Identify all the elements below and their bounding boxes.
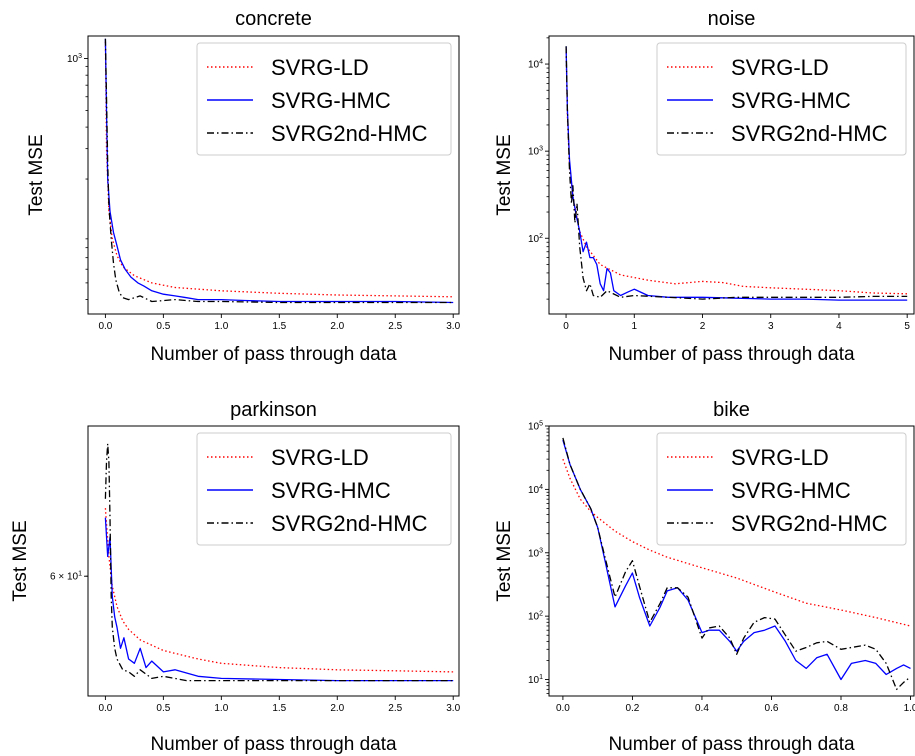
legend-entry: SVRG-LD [271, 445, 369, 470]
y-tick-label: 101 [528, 674, 543, 686]
legend-entry: SVRG2nd-HMC [271, 511, 428, 536]
x-tick-label: 0.2 [625, 703, 639, 714]
series-line-svrg2nd-hmc [565, 46, 908, 300]
legend: SVRG-LD SVRG-HMC SVRG2nd-HMC [196, 42, 452, 156]
plot-frame [87, 425, 460, 697]
legend-box [196, 42, 452, 156]
y-tick-label: 105 [528, 421, 543, 433]
chart-panel-concrete: 103 0.0 0.5 1.0 1.5 2.0 2.5 3.0 concrete Number o… [26, 8, 461, 365]
legend-entry: SVRG-HMC [271, 88, 391, 113]
legend-entry: SVRG2nd-HMC [731, 121, 888, 146]
y-tick-label: 102 [528, 611, 543, 623]
legend-entry: SVRG-LD [731, 445, 829, 470]
x-tick-label: 4 [836, 321, 842, 332]
legend: SVRG-LD SVRG-HMC SVRG2nd-HMC [656, 432, 907, 546]
y-axis-label: Test MSE [26, 134, 47, 215]
x-tick-label: 1.0 [214, 703, 228, 714]
legend-entry: SVRG2nd-HMC [731, 511, 888, 536]
series-line-svrg-ld [104, 41, 454, 298]
chart-title: noise [708, 8, 756, 30]
legend-entry: SVRG-HMC [731, 478, 851, 503]
chart-title: parkinson [230, 399, 317, 421]
x-tick-label: 1.0 [214, 321, 228, 332]
chart-title: concrete [235, 8, 312, 30]
chart-panel-parkinson: 6 × 101 0.0 0.5 1.0 1.5 2.0 2.5 3.0 parkinson Num… [10, 399, 461, 755]
x-tick-label: 0.5 [156, 321, 170, 332]
y-tick-label: 103 [528, 547, 543, 559]
legend: SVRG-LD SVRG-HMC SVRG2nd-HMC [656, 42, 907, 156]
x-tick-label: 5 [904, 321, 910, 332]
x-tick-label: 2 [700, 321, 706, 332]
y-tick-label: 102 [528, 233, 543, 245]
x-tick-label: 0.0 [98, 321, 112, 332]
chart-panel-noise: 102 103 104 0 1 2 3 4 5 noise Number of pass throu… [494, 8, 915, 365]
chart-panel-bike: 101 102 103 104 105 0.0 0.2 0.4 0.6 0.8 1.0 bike Num… [494, 399, 915, 755]
y-tick-label: 6 × 101 [50, 571, 82, 583]
x-tick-label: 1.5 [272, 321, 286, 332]
x-tick-label: 2.5 [388, 321, 402, 332]
x-axis-label: Number of pass through data [608, 344, 855, 365]
x-tick-label: 0.8 [834, 703, 848, 714]
x-tick-label: 0.4 [695, 703, 709, 714]
legend: SVRG-LD SVRG-HMC SVRG2nd-HMC [196, 432, 452, 546]
x-tick-label: 1.5 [272, 703, 286, 714]
x-tick-label: 0 [563, 321, 569, 332]
plot-frame [548, 425, 915, 697]
x-tick-label: 3 [768, 321, 774, 332]
x-tick-label: 2.5 [388, 703, 402, 714]
y-tick-label: 103 [67, 53, 82, 65]
series-line-svrg2nd-hmc [104, 443, 454, 682]
x-tick-label: 1.0 [904, 703, 915, 714]
x-tick-label: 0.6 [765, 703, 779, 714]
x-tick-label: 0.5 [156, 703, 170, 714]
legend-entry: SVRG-HMC [271, 478, 391, 503]
legend-entry: SVRG-HMC [731, 88, 851, 113]
y-tick-label: 104 [528, 484, 543, 496]
plot-frame [548, 35, 915, 315]
x-tick-label: 3.0 [446, 703, 460, 714]
legend-entry: SVRG-LD [271, 55, 369, 80]
series-line-svrg-hmc [562, 439, 911, 681]
x-axis-label: Number of pass through data [150, 344, 397, 365]
chart-title: bike [713, 399, 750, 421]
series-line-svrg-ld [104, 508, 454, 673]
legend-box [196, 432, 452, 546]
x-tick-label: 2.0 [330, 321, 344, 332]
y-tick-label: 104 [528, 59, 543, 71]
x-axis-label: Number of pass through data [608, 734, 855, 755]
y-axis-label: Test MSE [10, 520, 31, 601]
legend-entry: SVRG-LD [731, 55, 829, 80]
x-tick-label: 2.0 [330, 703, 344, 714]
series-line-svrg-hmc [104, 517, 454, 682]
x-tick-label: 1 [631, 321, 637, 332]
plot-frame [87, 35, 460, 315]
x-tick-label: 0.0 [98, 703, 112, 714]
legend-box [656, 42, 907, 156]
legend-box [656, 432, 907, 546]
series-line-svrg-ld [562, 458, 911, 627]
x-axis-label: Number of pass through data [150, 734, 397, 755]
y-tick-label: 103 [528, 146, 543, 158]
x-tick-label: 0.0 [556, 703, 570, 714]
y-axis-label: Test MSE [494, 134, 515, 215]
y-axis-label: Test MSE [494, 520, 515, 601]
series-line-svrg-ld [565, 48, 908, 295]
series-line-svrg-hmc [104, 38, 454, 304]
series-line-svrg2nd-hmc [104, 38, 454, 304]
x-tick-label: 3.0 [446, 321, 460, 332]
legend-entry: SVRG2nd-HMC [271, 121, 428, 146]
